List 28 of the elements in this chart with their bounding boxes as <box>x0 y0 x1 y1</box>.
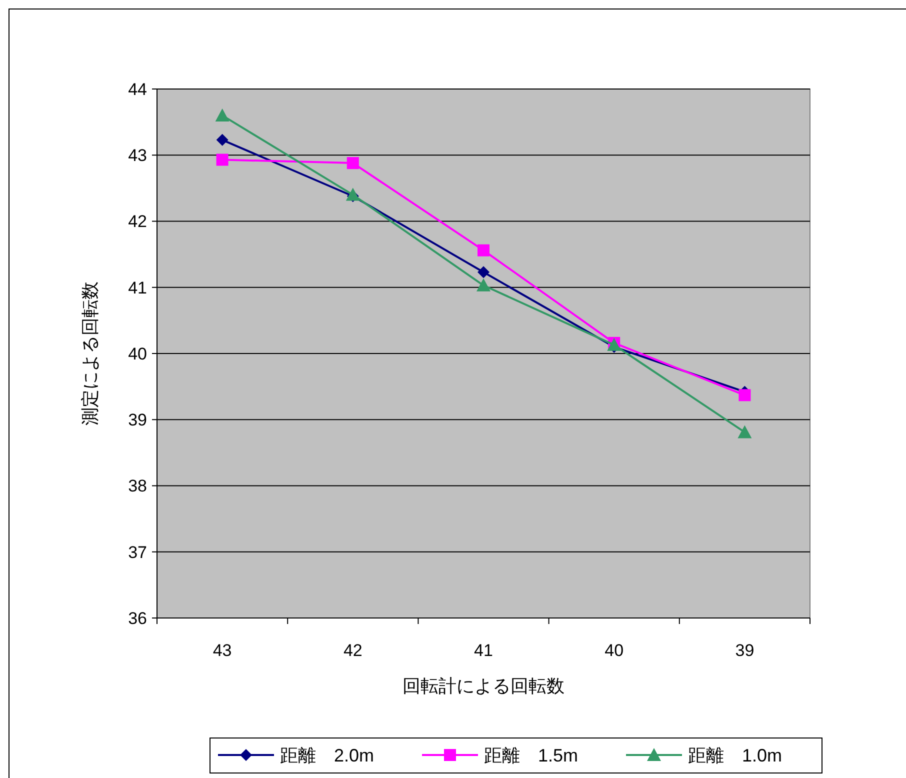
y-tick-label: 36 <box>128 608 147 628</box>
point <box>476 278 490 292</box>
y-tick-label: 37 <box>128 542 147 562</box>
y-tick-label: 42 <box>128 212 147 232</box>
y-tick-label: 41 <box>128 278 147 298</box>
point <box>738 425 752 438</box>
legend-label: 距離 1.0m <box>688 745 782 766</box>
legend-label: 距離 1.5m <box>484 745 578 766</box>
legend-label: 距離 2.0m <box>280 745 374 766</box>
y-tick-label: 44 <box>128 80 147 99</box>
y-tick-label: 43 <box>128 146 147 166</box>
point <box>216 134 228 146</box>
x-tick-label: 42 <box>343 641 362 660</box>
point <box>346 157 359 170</box>
point <box>215 108 230 122</box>
y-tick-label: 38 <box>128 476 147 496</box>
point <box>738 389 751 402</box>
y-tick-label: 39 <box>128 410 147 430</box>
y-axis-title: 測定による回転数 <box>80 282 100 426</box>
y-tick-label: 40 <box>128 344 147 364</box>
point <box>478 244 490 256</box>
x-tick-label: 39 <box>735 641 754 660</box>
x-tick-label: 40 <box>604 641 624 660</box>
x-tick-label: 41 <box>474 641 493 660</box>
point <box>216 154 228 166</box>
point <box>478 266 490 278</box>
x-tick-label: 43 <box>212 641 232 660</box>
x-axis-title: 回転計による回転数 <box>402 676 564 696</box>
